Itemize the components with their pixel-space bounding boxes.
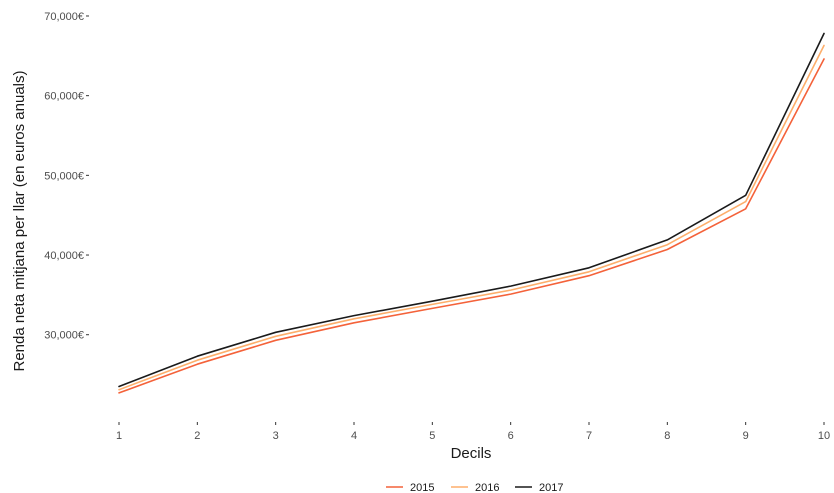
series-layer <box>118 32 825 394</box>
x-tick-label: 4 <box>351 430 357 442</box>
series-line-2015 <box>118 58 825 394</box>
legend-label-2015: 2015 <box>410 482 434 493</box>
x-tick-label: 7 <box>586 430 592 442</box>
x-axis: 1 2 3 4 5 6 7 8 9 10 <box>116 422 830 442</box>
x-tick-label: 1 <box>116 430 122 442</box>
y-tick-label: 70,000€ <box>44 11 84 23</box>
x-tick-label: 2 <box>194 430 200 442</box>
x-tick-label: 9 <box>743 430 749 442</box>
series-line-2017 <box>118 32 825 388</box>
legend: 2015 2016 2017 <box>386 482 563 493</box>
x-tick-label: 10 <box>818 430 830 442</box>
legend-label-2017: 2017 <box>539 482 563 493</box>
series-line-2016 <box>118 44 825 391</box>
y-axis-title: Renda neta mitjana per llar (en euros an… <box>11 70 28 371</box>
x-tick-label: 5 <box>429 430 435 442</box>
y-axis: 30,000€ 40,000€ 50,000€ 60,000€ 70,000€ <box>44 11 89 342</box>
y-tick-label: 40,000€ <box>44 250 84 262</box>
x-axis-title: Decils <box>451 445 492 462</box>
y-tick-label: 30,000€ <box>44 330 84 342</box>
y-tick-label: 50,000€ <box>44 170 84 182</box>
x-tick-label: 6 <box>508 430 514 442</box>
y-tick-label: 60,000€ <box>44 91 84 103</box>
x-tick-label: 8 <box>664 430 670 442</box>
x-tick-label: 3 <box>273 430 279 442</box>
legend-label-2016: 2016 <box>475 482 499 493</box>
